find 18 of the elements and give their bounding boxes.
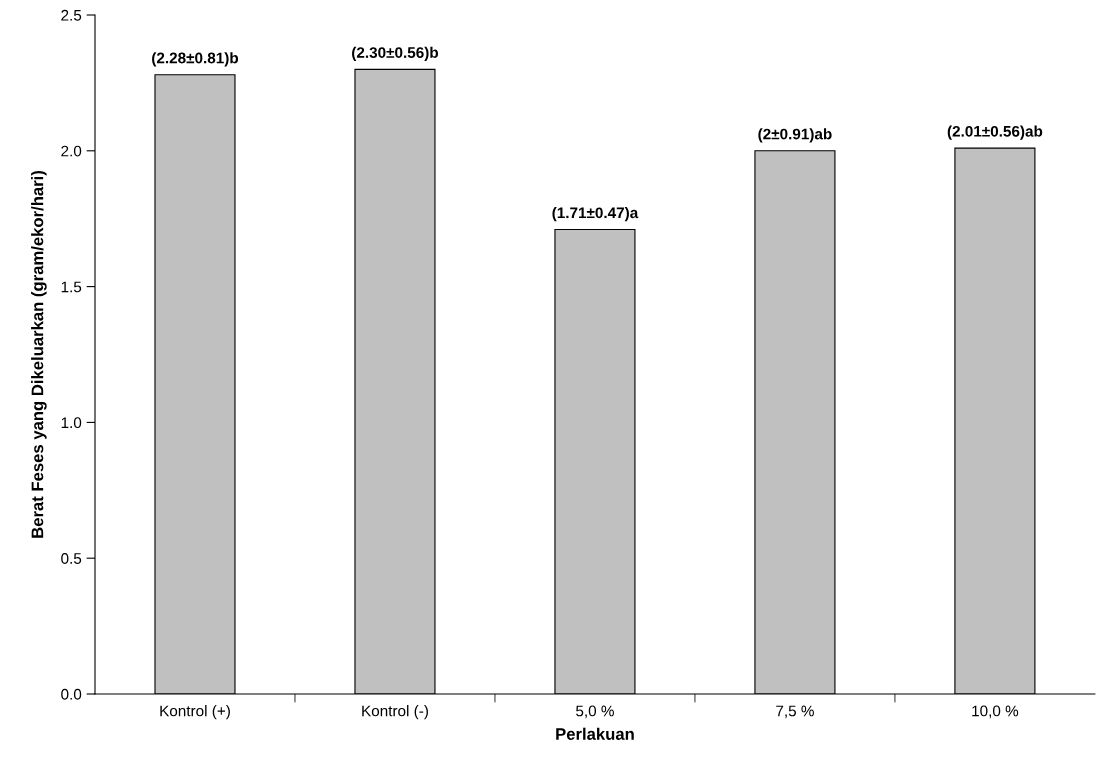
x-tick-label: 10,0 % [972, 705, 1019, 719]
data-label: (1.71±0.47)a [552, 206, 639, 222]
y-tick-label: 0.5 [61, 553, 82, 564]
x-tick-label: 7,5 % [776, 705, 814, 719]
y-tick-label: 1.5 [61, 281, 82, 293]
y-axis-title: Berat Feses yang Dikeluarkan (gram/ekor/hari) [31, 170, 47, 538]
y-tick-label: 2.0 [61, 145, 82, 157]
x-tick-label: Kontrol (-) [362, 705, 428, 720]
y-tick-label: 1.0 [61, 417, 82, 429]
x-tick-label: 5,0 % [576, 705, 614, 719]
data-label: (2.01±0.56)ab [947, 125, 1043, 140]
data-label: (2.30±0.56)b [352, 46, 439, 61]
x-tick-label: Kontrol (+) [160, 705, 230, 720]
y-tick-label: 0.0 [61, 688, 82, 700]
y-tick-label: 2.5 [61, 9, 82, 21]
x-axis-title: Perlakuan [556, 727, 634, 740]
data-label: (2±0.91)ab [758, 128, 832, 143]
data-label: (2.28±0.81)b [152, 52, 239, 67]
